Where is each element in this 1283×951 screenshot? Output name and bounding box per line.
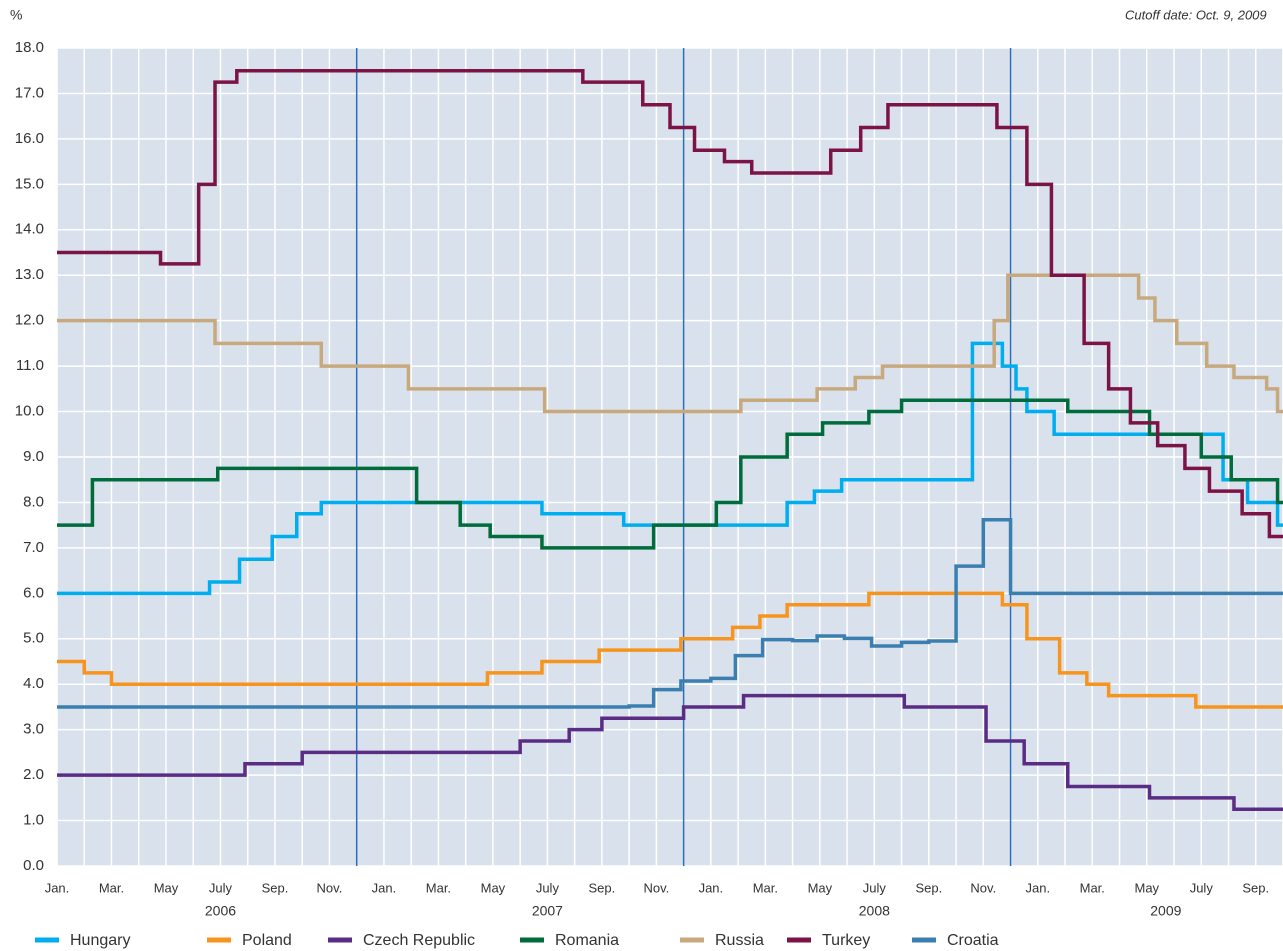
x-tick-label: July xyxy=(1190,880,1214,895)
legend-label: Hungary xyxy=(70,932,130,949)
y-tick-label: 15.0 xyxy=(15,175,44,192)
x-tick-label: May xyxy=(481,880,506,895)
y-tick-label: 0.0 xyxy=(23,857,44,874)
series-line xyxy=(57,398,1283,550)
x-tick-label: Nov. xyxy=(643,880,669,895)
series-line xyxy=(57,693,1283,811)
x-tick-label: May xyxy=(154,880,179,895)
legend-label: Russia xyxy=(715,932,764,949)
y-tick-label: 17.0 xyxy=(15,84,44,101)
legend-label: Poland xyxy=(242,932,292,949)
x-tick-label: Mar. xyxy=(753,880,778,895)
x-tick-label: Jan. xyxy=(699,880,724,895)
series-line xyxy=(57,591,1283,709)
x-tick-label: Mar. xyxy=(99,880,124,895)
y-tick-label: 6.0 xyxy=(23,584,44,601)
legend-label: Turkey xyxy=(822,932,870,949)
x-tick-label: Nov. xyxy=(970,880,996,895)
series-line xyxy=(57,517,1283,709)
y-tick-label: 8.0 xyxy=(23,493,44,510)
x-tick-label: July xyxy=(863,880,887,895)
y-tick-label: 11.0 xyxy=(16,357,44,374)
x-tick-label: Sep. xyxy=(1242,880,1269,895)
x-tick-label: Sep. xyxy=(589,880,616,895)
y-tick-label: 5.0 xyxy=(23,630,44,647)
y-tick-label: 16.0 xyxy=(15,130,44,147)
x-tick-label: Sep. xyxy=(262,880,289,895)
x-tick-label: July xyxy=(209,880,233,895)
y-tick-label: 7.0 xyxy=(23,539,44,556)
x-tick-label: Jan. xyxy=(372,880,397,895)
year-label: 2007 xyxy=(532,903,563,919)
x-tick-label: Nov. xyxy=(317,880,343,895)
y-tick-label: 13.0 xyxy=(15,266,44,283)
x-tick-label: July xyxy=(536,880,560,895)
y-tick-label: 12.0 xyxy=(15,312,44,329)
cutoff-note: Cutoff date: Oct. 9, 2009 xyxy=(1125,7,1267,22)
y-tick-label: 3.0 xyxy=(23,721,44,738)
year-label: 2008 xyxy=(859,903,890,919)
x-tick-label: Mar. xyxy=(1080,880,1105,895)
y-tick-label: 1.0 xyxy=(23,812,44,829)
series-line xyxy=(57,273,1283,414)
year-label: 2009 xyxy=(1150,903,1181,919)
x-tick-label: Mar. xyxy=(426,880,451,895)
legend-label: Czech Republic xyxy=(363,932,475,949)
y-tick-label: 2.0 xyxy=(23,766,44,783)
x-tick-label: May xyxy=(1134,880,1159,895)
x-tick-label: Sep. xyxy=(915,880,942,895)
y-tick-label: 10.0 xyxy=(15,403,44,420)
year-label: 2006 xyxy=(205,903,236,919)
x-tick-label: Jan. xyxy=(1026,880,1051,895)
legend-label: Croatia xyxy=(947,932,999,949)
series-line xyxy=(57,68,1283,539)
y-tick-label: 14.0 xyxy=(15,221,44,238)
unit-label: % xyxy=(10,7,22,23)
x-tick-label: May xyxy=(808,880,833,895)
y-tick-label: 4.0 xyxy=(23,675,44,692)
legend-label: Romania xyxy=(555,932,619,949)
y-tick-label: 18.0 xyxy=(15,39,44,56)
x-tick-label: Jan. xyxy=(45,880,70,895)
y-tick-label: 9.0 xyxy=(23,448,44,465)
